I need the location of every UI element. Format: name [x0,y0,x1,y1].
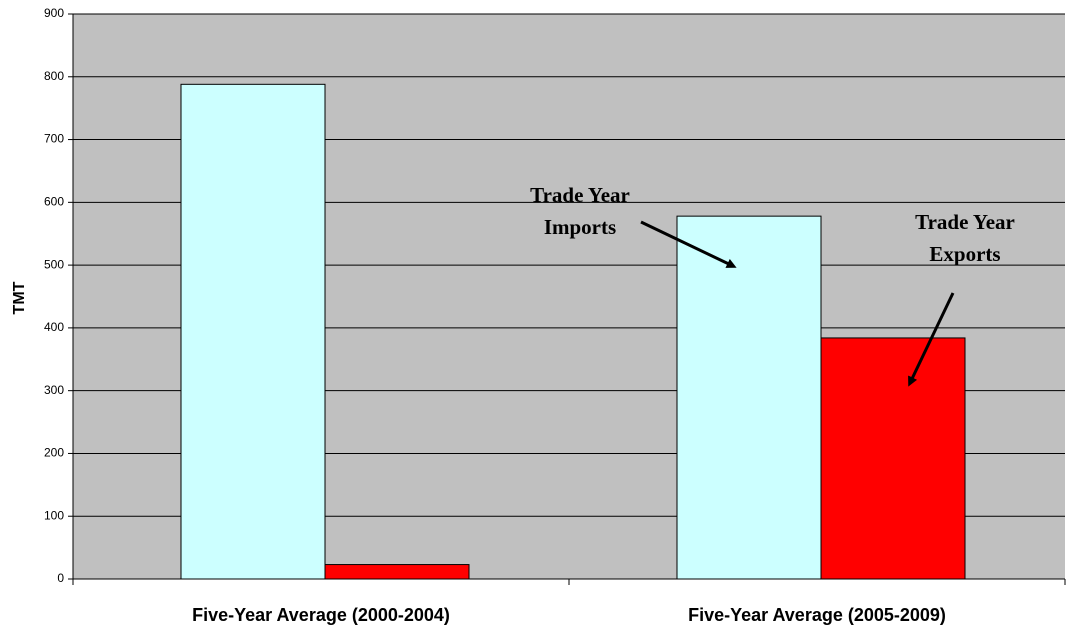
annotation: Exports [929,242,1000,266]
annotation: Trade Year [915,210,1015,234]
y-tick-label: 600 [44,195,64,209]
bar [324,564,470,580]
y-tick-label: 400 [44,320,64,334]
bar [676,215,822,580]
y-tick-label: 300 [44,383,64,397]
y-tick-label: 700 [44,132,64,146]
y-tick-label: 200 [44,446,64,460]
x-tick-label: Five-Year Average (2000-2004) [192,605,450,625]
arrow [908,292,955,387]
y-tick-label: 100 [44,508,64,522]
annotation: Trade Year [530,183,630,207]
y-tick-label: 500 [44,257,64,271]
x-tick-label: Five-Year Average (2005-2009) [688,605,946,625]
y-tick-label: 800 [44,69,64,83]
annotation: Imports [544,215,616,239]
y-tick-label: 0 [57,571,64,585]
y-axis-label: TMT [11,281,28,314]
bar [820,337,966,580]
arrow [640,220,737,268]
y-tick-label: 900 [44,6,64,20]
bar [180,83,326,580]
